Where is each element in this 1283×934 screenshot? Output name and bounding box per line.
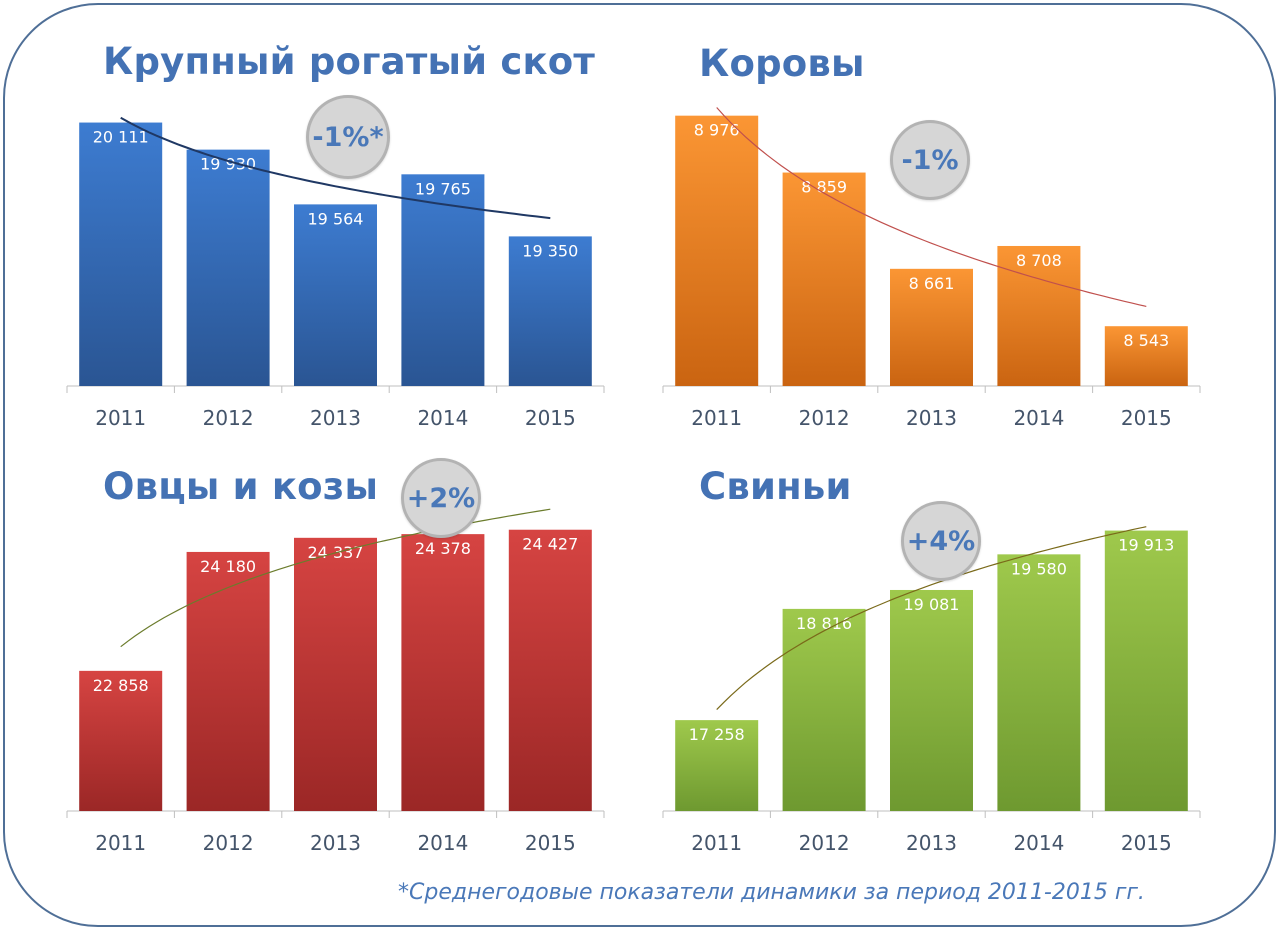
bar-2013 — [294, 537, 377, 811]
data-label: 19 913 — [1118, 536, 1174, 555]
x-tick-label: 2011 — [691, 831, 742, 855]
x-tick-label: 2014 — [1013, 831, 1064, 855]
percent-badge: +2% — [401, 458, 481, 538]
bar-2013 — [294, 204, 377, 386]
x-tick-label: 2012 — [799, 831, 850, 855]
x-tick-label: 2015 — [1121, 406, 1172, 430]
bar-2014 — [997, 245, 1081, 386]
bar-2015 — [508, 529, 592, 811]
x-tick-label: 2011 — [691, 406, 742, 430]
trendline — [716, 526, 1147, 711]
chart-plot: 8 976 2011 8 859 2012 8 661 2013 8 708 2014 8 54… — [662, 107, 1201, 430]
bar-2012 — [186, 551, 270, 811]
chart-title: Коровы — [699, 42, 865, 85]
chart-plot: 20 111 2011 19 930 2012 19 564 2013 19 765 2014… — [66, 116, 605, 430]
x-tick-label: 2015 — [525, 831, 576, 855]
bar-2014 — [401, 174, 485, 386]
bar-2014 — [401, 534, 485, 811]
bar-2013 — [890, 268, 973, 386]
bar-2013 — [890, 589, 973, 811]
data-label: 8 661 — [909, 274, 955, 293]
bar-2011 — [79, 670, 163, 811]
data-label: 19 350 — [522, 241, 578, 260]
data-label: 22 858 — [93, 676, 149, 695]
x-tick-label: 2012 — [203, 831, 254, 855]
percent-badge: +4% — [901, 501, 981, 581]
data-label: 19 930 — [200, 155, 256, 174]
trendline — [716, 107, 1147, 307]
x-tick-label: 2013 — [310, 831, 361, 855]
percent-badge: -1%* — [306, 95, 390, 179]
data-label: 19 765 — [415, 179, 471, 198]
chart-sheep-goats: Овцы и козы 22 858 2011 24 180 2012 24 337 20… — [66, 458, 627, 865]
x-tick-label: 2011 — [95, 831, 146, 855]
data-label: 8 708 — [1016, 251, 1062, 270]
x-tick-label: 2014 — [417, 406, 468, 430]
data-label: 19 081 — [904, 595, 960, 614]
trendline — [120, 508, 551, 648]
bar-2015 — [1104, 326, 1188, 386]
x-tick-label: 2012 — [799, 406, 850, 430]
chart-title: Овцы и козы — [103, 465, 379, 508]
footnote: *Среднегодовые показатели динамики за пе… — [398, 880, 1145, 905]
x-tick-label: 2013 — [906, 406, 957, 430]
chart-title: Свиньи — [699, 465, 852, 508]
data-label: 24 180 — [200, 557, 256, 576]
x-tick-label: 2012 — [203, 406, 254, 430]
data-label: 18 816 — [796, 614, 852, 633]
bar-2012 — [782, 172, 866, 386]
x-tick-label: 2013 — [906, 831, 957, 855]
data-label: 24 378 — [415, 539, 471, 558]
data-label: 8 543 — [1123, 331, 1169, 350]
data-label: 20 111 — [93, 128, 149, 147]
bar-2015 — [508, 236, 592, 386]
data-label: 17 258 — [689, 725, 745, 744]
chart-plot: 17 258 2011 18 816 2012 19 081 2013 19 580 2014… — [662, 526, 1201, 855]
bar-2014 — [997, 554, 1081, 811]
data-label: 8 859 — [801, 178, 847, 197]
bar-2012 — [186, 149, 270, 386]
bar-2012 — [782, 608, 866, 811]
data-label: 24 427 — [522, 535, 578, 554]
data-label: 8 976 — [694, 121, 740, 140]
bar-2011 — [79, 122, 163, 387]
data-label: 19 564 — [308, 209, 364, 228]
x-tick-label: 2014 — [417, 831, 468, 855]
percent-badge: -1% — [890, 120, 970, 200]
chart-cows: Коровы 8 976 2011 8 859 2012 8 661 2013 8 708 2… — [662, 40, 1223, 440]
x-tick-label: 2014 — [1013, 406, 1064, 430]
bar-2011 — [675, 115, 759, 386]
x-tick-label: 2011 — [95, 406, 146, 430]
chart-pigs: Свиньи 17 258 2011 18 816 2012 19 081 2013 19 … — [662, 465, 1223, 865]
chart-title: Крупный рогатый скот — [103, 40, 596, 83]
trendline — [120, 116, 551, 220]
data-label: 19 580 — [1011, 559, 1067, 578]
x-tick-label: 2015 — [525, 406, 576, 430]
bar-2011 — [675, 720, 759, 811]
chart-cattle: Крупный рогатый скот 20 111 2011 19 930 201… — [66, 40, 627, 440]
bar-2015 — [1104, 530, 1188, 811]
x-tick-label: 2013 — [310, 406, 361, 430]
x-tick-label: 2015 — [1121, 831, 1172, 855]
